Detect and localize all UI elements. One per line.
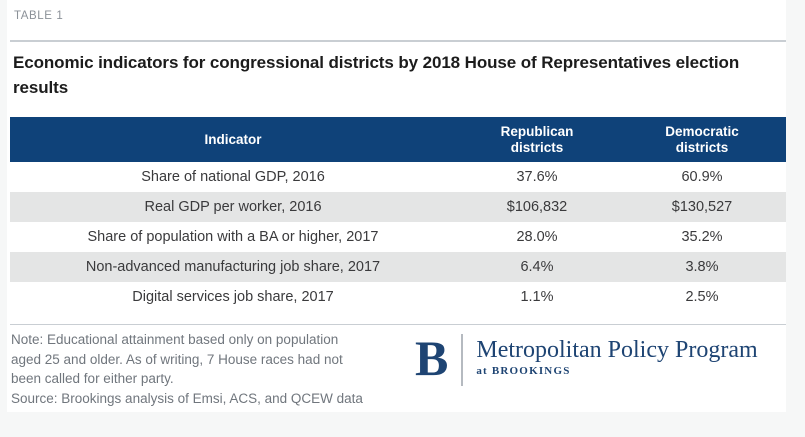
brookings-b-monogram: B (415, 330, 449, 386)
democratic-value-cell: $130,527 (618, 192, 786, 222)
table-row: Digital services job share, 2017 1.1% 2.… (10, 282, 786, 312)
column-header-indicator: Indicator (10, 117, 456, 162)
top-divider (10, 40, 786, 42)
indicator-cell: Non-advanced manufacturing job share, 20… (10, 252, 456, 282)
table-row: Share of national GDP, 2016 37.6% 60.9% (10, 162, 786, 192)
republican-value-cell: 6.4% (456, 252, 618, 282)
brookings-metro-logo: B Metropolitan Policy Program at BROOKIN… (415, 333, 758, 386)
republican-value-cell: 1.1% (456, 282, 618, 312)
figure-card: TABLE 1 Economic indicators for congress… (7, 0, 786, 412)
logo-divider (461, 334, 464, 386)
note-line: Note: Educational attainment based only … (11, 332, 339, 347)
logo-text: Metropolitan Policy Program at BROOKINGS (476, 333, 757, 377)
source-line: Source: Brookings analysis of Emsi, ACS,… (11, 390, 363, 406)
column-header-republican: Republican districts (456, 117, 618, 162)
table-row: Real GDP per worker, 2016 $106,832 $130,… (10, 192, 786, 222)
logo-tagline: at BROOKINGS (476, 365, 571, 377)
economic-indicators-table: Indicator Republican districts Democrati… (10, 117, 786, 312)
note-line: been called for either party. (11, 371, 174, 386)
indicator-cell: Digital services job share, 2017 (10, 282, 456, 312)
logo-program-name: Metropolitan Policy Program (476, 337, 758, 363)
democratic-value-cell: 60.9% (618, 162, 786, 192)
note-and-source: Note: Educational attainment based only … (11, 330, 363, 408)
table-header-row: Indicator Republican districts Democrati… (10, 117, 786, 162)
republican-value-cell: 37.6% (456, 162, 618, 192)
republican-value-cell: $106,832 (456, 192, 618, 222)
democratic-value-cell: 35.2% (618, 222, 786, 252)
bottom-divider (10, 324, 786, 325)
figure-title: Economic indicators for congressional di… (13, 53, 740, 97)
indicator-cell: Real GDP per worker, 2016 (10, 192, 456, 222)
republican-value-cell: 28.0% (456, 222, 618, 252)
democratic-value-cell: 2.5% (618, 282, 786, 312)
democratic-value-cell: 3.8% (618, 252, 786, 282)
indicator-cell: Share of national GDP, 2016 (10, 162, 456, 192)
note-line: aged 25 and older. As of writing, 7 Hous… (11, 351, 343, 367)
table-row: Share of population with a BA or higher,… (10, 222, 786, 252)
table-row: Non-advanced manufacturing job share, 20… (10, 252, 786, 282)
table-number-label: TABLE 1 (14, 10, 64, 22)
indicator-cell: Share of population with a BA or higher,… (10, 222, 456, 252)
column-header-democratic: Democratic districts (618, 117, 786, 162)
